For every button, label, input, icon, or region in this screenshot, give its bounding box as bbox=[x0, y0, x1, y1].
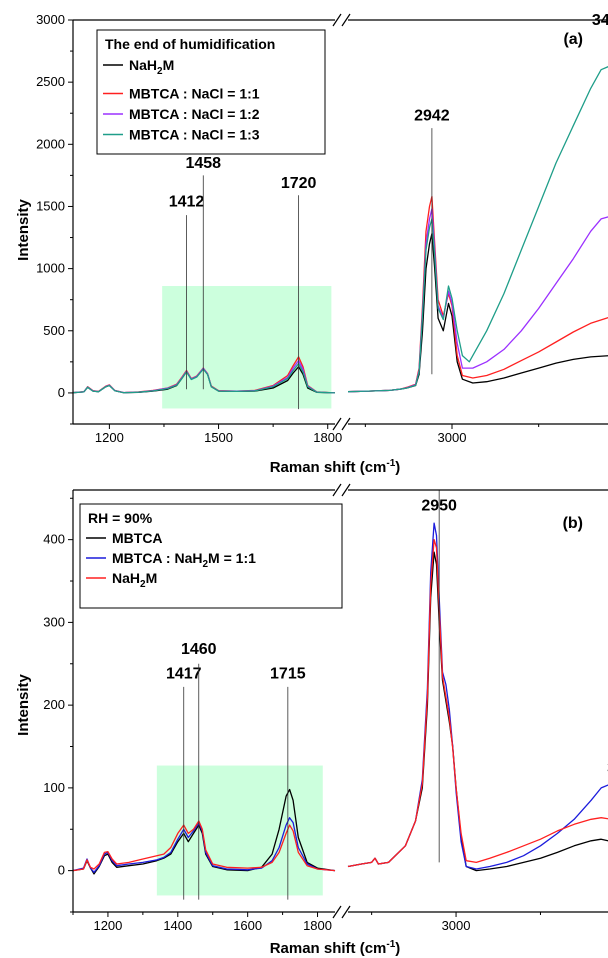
peak-label-1460: 1460 bbox=[181, 641, 217, 658]
x-axis-title: Raman shift (cm-1) bbox=[270, 939, 401, 957]
y-tick-label: 500 bbox=[43, 323, 65, 338]
legend-entry-1: MBTCA : NaCl = 1:1 bbox=[129, 86, 260, 102]
series-line-1-1 bbox=[347, 522, 608, 870]
y-tick-label: 400 bbox=[43, 532, 65, 547]
legend-entry-2: NaH2M bbox=[112, 570, 157, 590]
panel-label: (a) bbox=[563, 31, 583, 48]
x-tick-label: 3000 bbox=[438, 430, 467, 445]
x-tick-label: 1600 bbox=[233, 918, 262, 933]
series-line-3-1 bbox=[347, 66, 608, 393]
y-axis-title: Intensity bbox=[15, 674, 32, 736]
x-tick-label: 1800 bbox=[313, 430, 342, 445]
legend-title: The end of humidification bbox=[105, 36, 275, 52]
legend-box bbox=[96, 29, 326, 155]
axis-break-1-0 bbox=[332, 417, 342, 431]
x-axis-title-main: Raman shift (cm bbox=[270, 940, 387, 957]
series-group bbox=[73, 66, 608, 394]
legend-entry-sub: 2 bbox=[140, 579, 146, 590]
peak-label-2942: 2942 bbox=[414, 108, 450, 125]
legend-entry-1: MBTCA : NaH2M = 1:1 bbox=[112, 550, 256, 570]
legend-entry-main: NaH bbox=[129, 57, 157, 73]
legend-entry-3: MBTCA : NaCl = 1:3 bbox=[129, 127, 260, 143]
series-line-2-1 bbox=[347, 208, 608, 393]
panel-label: (b) bbox=[563, 515, 583, 532]
y-tick-label: 1000 bbox=[36, 261, 65, 276]
x-axis-title-sup: -1 bbox=[386, 458, 395, 469]
legend-entry-main: MBTCA : NaH bbox=[112, 550, 202, 566]
axis-break-1-1 bbox=[341, 417, 351, 431]
legend-entry-0: MBTCA bbox=[112, 530, 163, 546]
y-tick-label: 2000 bbox=[36, 136, 65, 151]
x-axis-title-sup: -1 bbox=[386, 939, 395, 950]
legend-entry-end: M bbox=[163, 57, 175, 73]
peak-label-1720: 1720 bbox=[281, 175, 317, 192]
axis-break-1-0 bbox=[332, 905, 342, 919]
legend-entry-end: M bbox=[146, 570, 158, 586]
legend-entry-main: MBTCA : NaCl = 1:3 bbox=[129, 127, 260, 143]
x-tick-label: 1200 bbox=[95, 430, 124, 445]
axis-break-0-1 bbox=[341, 13, 351, 27]
y-tick-label: 0 bbox=[58, 385, 65, 400]
legend-entry-sub: 2 bbox=[157, 66, 163, 77]
peak-label-1458: 1458 bbox=[185, 155, 221, 172]
legend-box bbox=[79, 503, 343, 609]
x-axis-title-close: ) bbox=[395, 940, 400, 957]
y-tick-label: 1500 bbox=[36, 198, 65, 213]
series-line-2-0 bbox=[73, 820, 336, 872]
y-tick-label: 0 bbox=[58, 863, 65, 878]
legend-title: RH = 90% bbox=[88, 510, 153, 526]
legend-entry-sub: 2 bbox=[202, 559, 208, 570]
peak-label-1417: 1417 bbox=[166, 666, 202, 683]
legend-entry-2: MBTCA : NaCl = 1:2 bbox=[129, 106, 260, 122]
axis-break-0-0 bbox=[332, 13, 342, 27]
y-tick-label: 3000 bbox=[36, 12, 65, 27]
legend-entry-main: MBTCA : NaCl = 1:2 bbox=[129, 106, 260, 122]
x-axis-title-close: ) bbox=[395, 459, 400, 476]
series-line-0-1 bbox=[347, 233, 608, 393]
series-group bbox=[73, 522, 608, 875]
axis-break-1-1 bbox=[341, 905, 351, 919]
y-axis-title: Intensity bbox=[15, 199, 32, 261]
peak-label-1412: 1412 bbox=[169, 193, 205, 210]
legend-entry-end: M = 1:1 bbox=[208, 550, 256, 566]
peak-label-2950: 2950 bbox=[421, 498, 457, 515]
chart-panel-a: 1412145817202942345505001000150020002500… bbox=[15, 12, 608, 476]
x-tick-label: 1400 bbox=[163, 918, 192, 933]
x-tick-label: 1800 bbox=[303, 918, 332, 933]
series-line-1-1 bbox=[347, 195, 608, 393]
y-tick-label: 300 bbox=[43, 614, 65, 629]
legend-entry-main: MBTCA : NaCl = 1:1 bbox=[129, 86, 260, 102]
axis-break-0-0 bbox=[332, 483, 342, 497]
axis-break-0-1 bbox=[341, 483, 351, 497]
x-tick-label: 1500 bbox=[204, 430, 233, 445]
x-tick-label: 3000 bbox=[442, 918, 471, 933]
highlight-region bbox=[162, 286, 332, 409]
y-tick-label: 200 bbox=[43, 697, 65, 712]
series-line-1-0 bbox=[73, 817, 336, 873]
y-tick-label: 100 bbox=[43, 780, 65, 795]
legend: The end of humidification NaH2M MBTCA : Na… bbox=[96, 29, 326, 155]
legend-entry-0: NaH2M bbox=[129, 57, 174, 77]
series-line-2-1 bbox=[347, 538, 608, 868]
x-axis-title-main: Raman shift (cm bbox=[270, 459, 387, 476]
series-line-3-0 bbox=[73, 363, 336, 394]
legend-entry-main: MBTCA bbox=[112, 530, 163, 546]
peak-label-1715: 1715 bbox=[270, 666, 306, 683]
y-tick-label: 2500 bbox=[36, 74, 65, 89]
legend-entry-main: NaH bbox=[112, 570, 140, 586]
x-tick-label: 1200 bbox=[93, 918, 122, 933]
x-axis-title: Raman shift (cm-1) bbox=[270, 458, 401, 476]
chart-panel-b: 1417146017152950350001002003004001200140… bbox=[15, 483, 608, 957]
